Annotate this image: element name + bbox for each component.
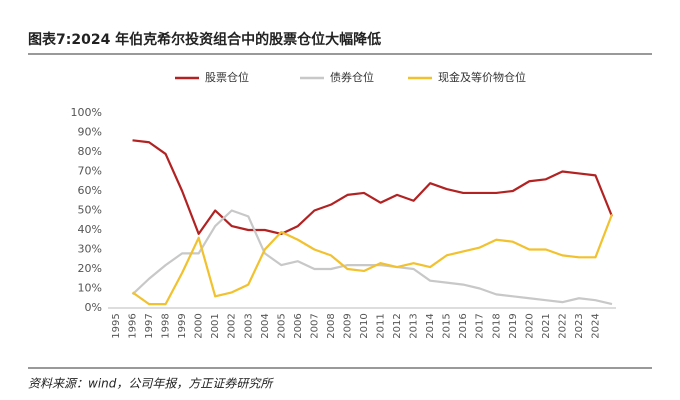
x-tick-label: 2001 (210, 313, 221, 338)
x-tick-label: 1997 (144, 313, 155, 338)
x-tick-label: 2004 (260, 313, 271, 338)
source: 资料来源：wind，公司年报，方正证券研究所 (28, 377, 274, 391)
series-line (132, 139, 614, 235)
chart-title: 图表7:2024 年伯克希尔投资组合中的股票仓位大幅降低 (28, 31, 381, 48)
x-tick-label: 2011 (376, 313, 387, 338)
x-tick-label: 2003 (243, 313, 254, 338)
y-tick-label: 0% (85, 301, 102, 314)
y-tick-label: 10% (78, 282, 102, 295)
y-tick-label: 50% (78, 204, 102, 217)
legend-label: 股票仓位 (205, 70, 249, 84)
x-tick-label: 2006 (293, 313, 304, 338)
y-tick-label: 40% (78, 223, 102, 236)
x-tick-label: 1999 (177, 313, 188, 338)
y-tick-label: 20% (78, 262, 102, 275)
x-tick-label: 2014 (425, 313, 436, 338)
series-line (131, 209, 613, 306)
x-tick-label: 2009 (342, 313, 353, 338)
x-tick-label: 2024 (590, 313, 601, 338)
x-tick-label: 2010 (359, 313, 370, 338)
x-tick-label: 2000 (194, 313, 205, 338)
x-tick-label: 1995 (111, 313, 122, 338)
legend-label: 现金及等价物仓位 (438, 70, 526, 84)
x-tick-label: 2017 (475, 313, 486, 338)
x-tick-label: 2002 (227, 313, 238, 338)
x-tick-label: 2018 (491, 313, 502, 338)
x-tick-label: 2007 (309, 313, 320, 338)
x-tick-label: 2013 (409, 313, 420, 338)
x-tick-label: 1998 (161, 313, 172, 338)
x-tick-label: 2023 (574, 313, 585, 338)
x-tick-label: 2016 (458, 313, 469, 338)
x-tick-label: 1996 (128, 313, 139, 338)
series-line (131, 214, 614, 306)
y-tick-label: 90% (78, 126, 102, 139)
y-tick-label: 30% (78, 243, 102, 256)
x-tick-label: 2020 (524, 313, 535, 338)
x-tick-label: 2012 (392, 313, 403, 338)
y-tick-label: 80% (78, 145, 102, 158)
x-tick-label: 2019 (508, 313, 519, 338)
x-tick-label: 2015 (442, 313, 453, 338)
x-tick-label: 2021 (541, 313, 552, 338)
x-tick-label: 2005 (276, 313, 287, 338)
y-tick-label: 70% (78, 165, 102, 178)
y-tick-label: 60% (78, 184, 102, 197)
legend-label: 债券仓位 (330, 70, 374, 84)
y-tick-label: 100% (71, 106, 102, 119)
x-tick-label: 2008 (326, 313, 337, 338)
x-tick-label: 2022 (557, 313, 568, 338)
